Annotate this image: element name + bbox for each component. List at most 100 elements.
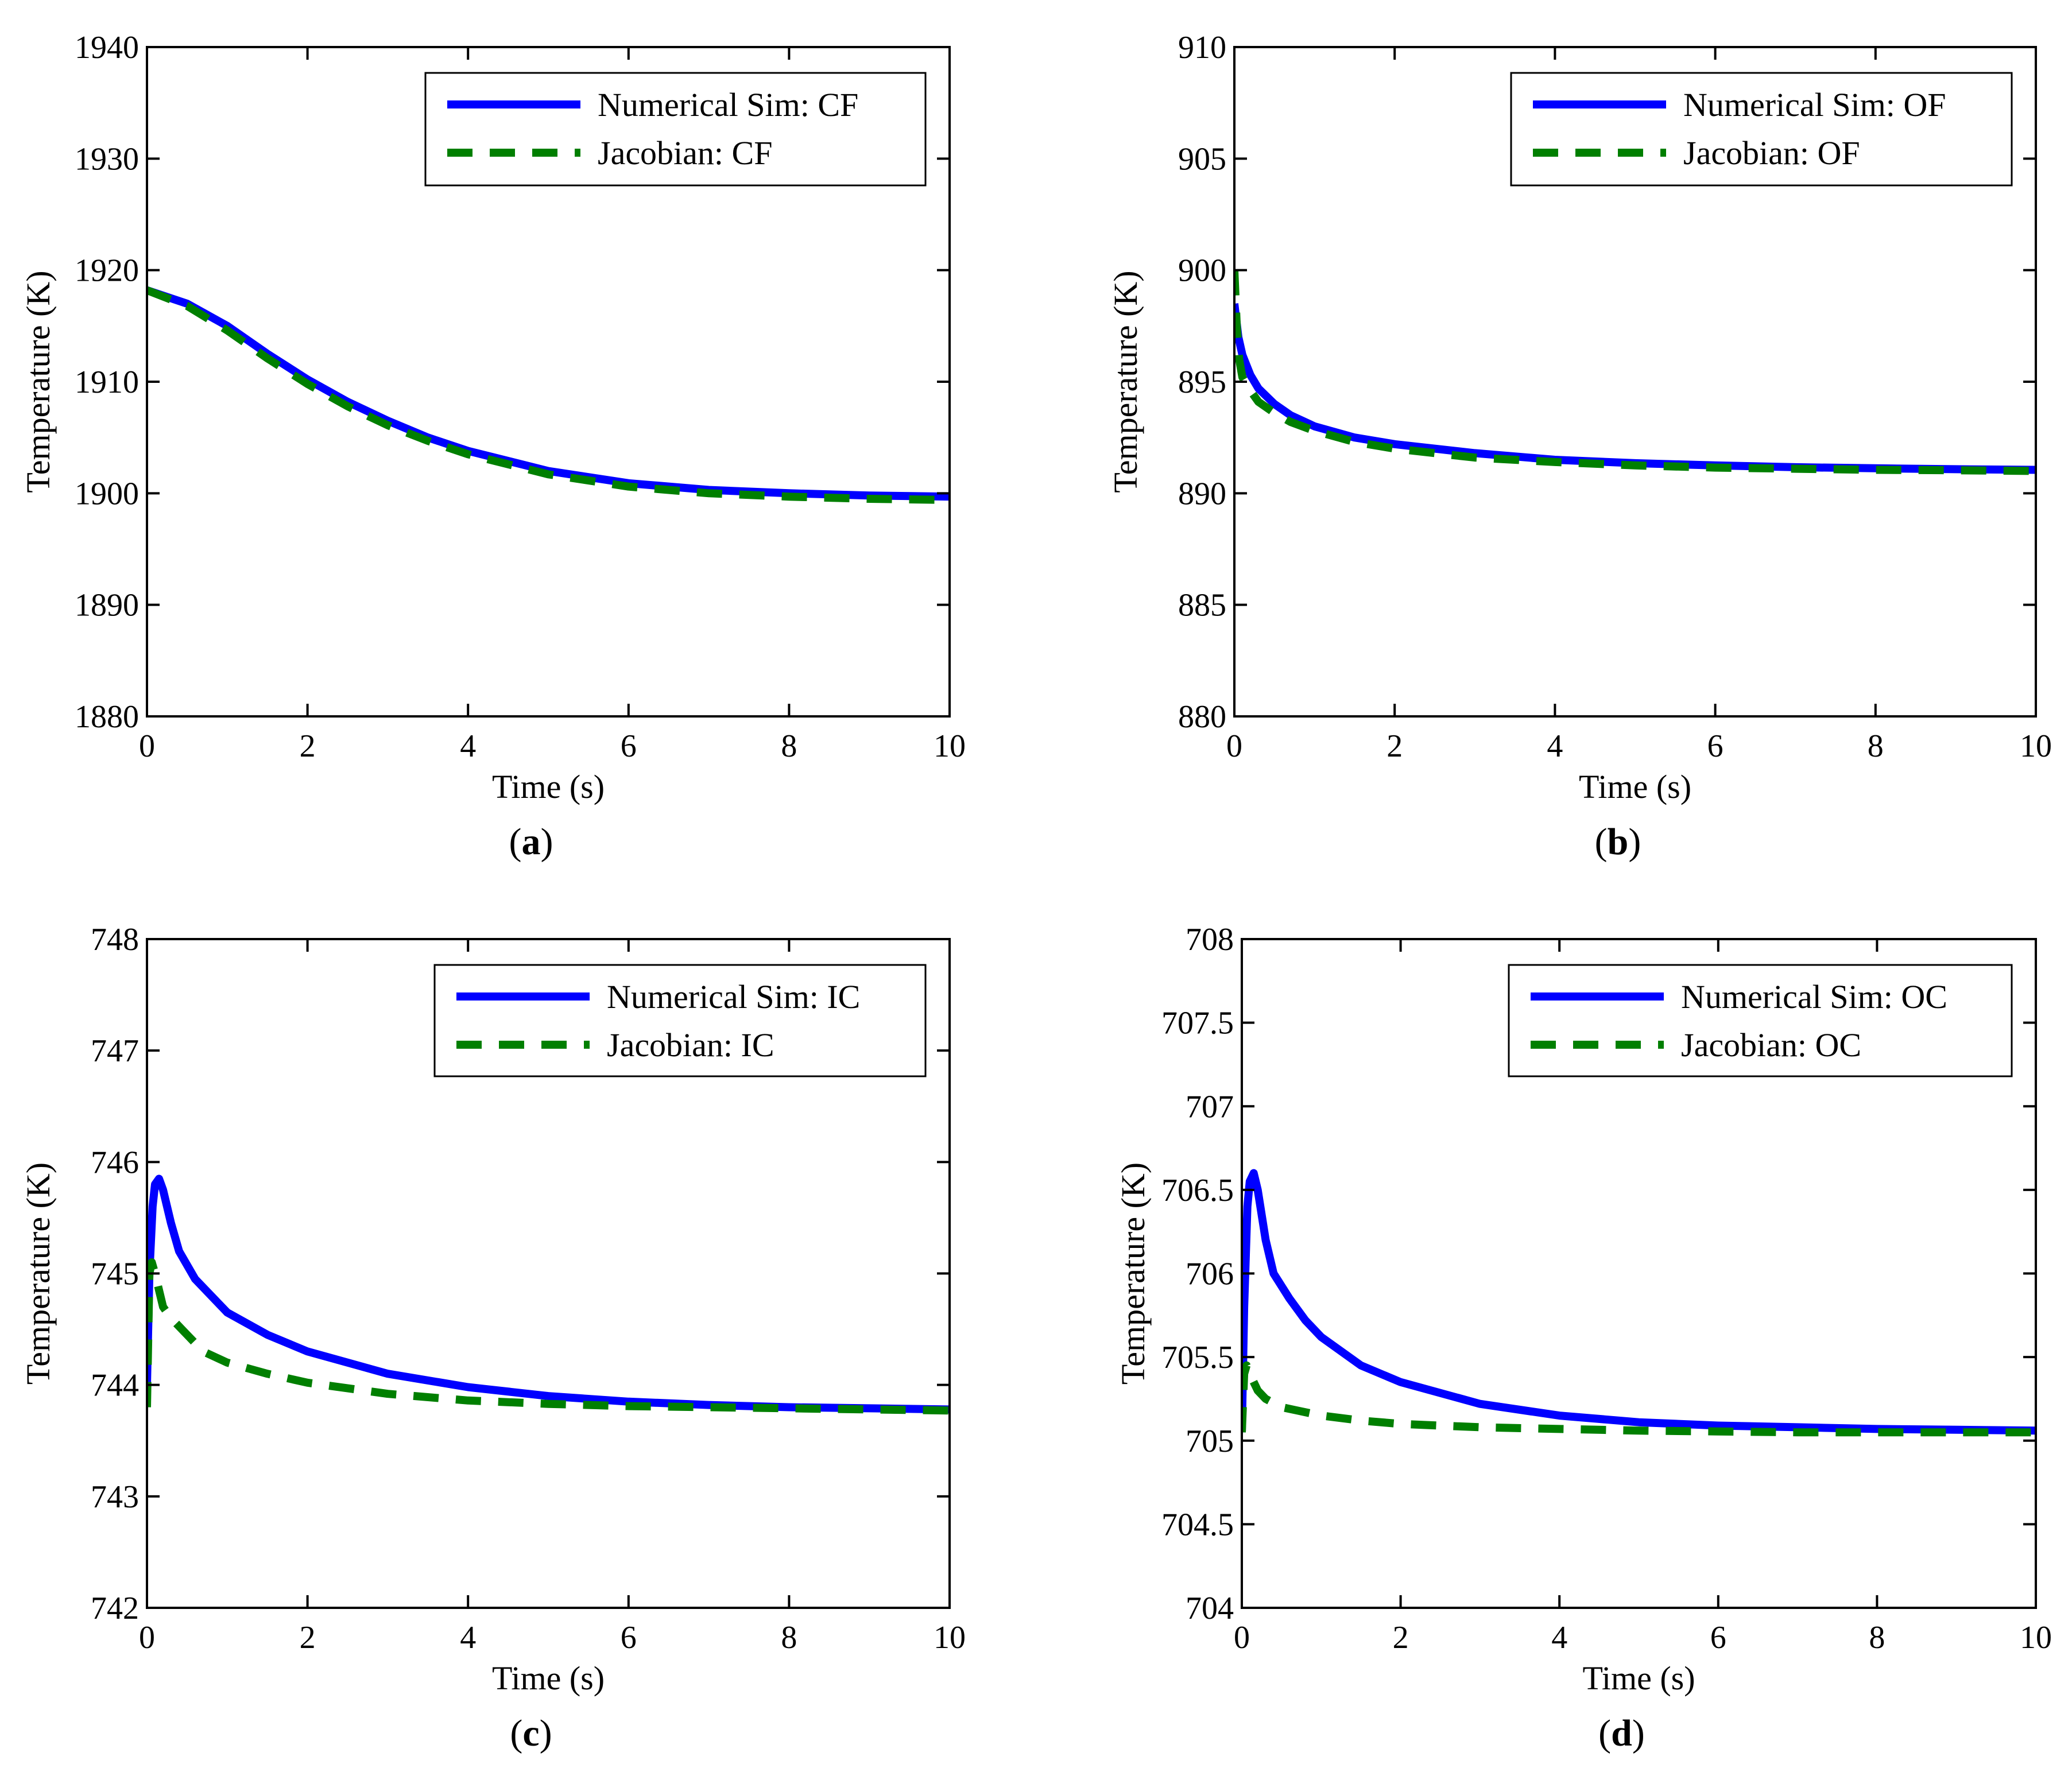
x-tick-label: 10: [2020, 728, 2052, 764]
x-tick-label: 8: [1868, 728, 1884, 764]
y-tick-label: 900: [1178, 253, 1226, 289]
plot-area: [147, 1174, 950, 1415]
legend-box: [424, 72, 927, 187]
legend: Numerical Sim: OC Jacobian: OC: [1508, 964, 2013, 1077]
series-line-jacobian: [147, 286, 950, 504]
series-line-jacobian: [147, 1258, 950, 1415]
series-line-numerical: [147, 286, 950, 501]
y-tick-label: 1910: [75, 365, 139, 400]
y-tick-label: 1940: [75, 30, 139, 65]
panel-caption-letter: c: [522, 1712, 539, 1754]
y-tick-label: 707.5: [1161, 1006, 1234, 1041]
x-tick-labels: 0 2 4 6 8 10: [139, 728, 966, 764]
plot-area: [147, 286, 950, 504]
panel-c: 0 2 4 6 8 10 742 743 744 745 746 747 748…: [20, 922, 966, 1754]
y-tick-label: 743: [91, 1479, 139, 1515]
y-tick-label: 910: [1178, 30, 1226, 65]
y-tick-label: 745: [91, 1257, 139, 1292]
panel-caption-letter: d: [1611, 1712, 1632, 1754]
x-tick-label: 2: [300, 1620, 316, 1655]
x-tick-label: 4: [460, 728, 476, 764]
y-tick-label: 708: [1186, 922, 1234, 957]
plot-area: [1234, 270, 2036, 475]
y-tick-label: 1900: [75, 476, 139, 511]
x-tick-label: 2: [300, 728, 316, 764]
y-tick-label: 704.5: [1161, 1507, 1234, 1542]
legend: Numerical Sim: OF Jacobian: OF: [1510, 72, 2013, 187]
y-axis-label: Temperature (K): [1114, 1162, 1152, 1385]
y-tick-labels: 880 885 890 895 900 905 910: [1178, 30, 1226, 735]
y-axis-label: Temperature (K): [20, 1162, 57, 1385]
x-tick-label: 8: [781, 728, 797, 764]
series-line-jacobian: [1242, 1361, 2036, 1437]
x-tick-label: 6: [621, 1620, 637, 1655]
y-tick-label: 1880: [75, 699, 139, 735]
legend-label-jacobian: Jacobian: OC: [1681, 1026, 1861, 1064]
y-tick-labels: 742 743 744 745 746 747 748: [91, 922, 139, 1626]
legend-box: [433, 964, 927, 1077]
x-tick-label: 4: [1547, 728, 1563, 764]
y-axis-label: Temperature (K): [20, 270, 57, 493]
legend-label-numerical: Numerical Sim: OF: [1683, 86, 1946, 123]
x-axis-label: Time (s): [1579, 768, 1691, 805]
x-tick-labels: 0 2 4 6 8 10: [1234, 1620, 2052, 1655]
y-tick-label: 905: [1178, 141, 1226, 177]
panel-b: 0 2 4 6 8 10 880 885 890 895 900 905 910…: [1107, 30, 2052, 863]
legend-label-numerical: Numerical Sim: IC: [607, 978, 860, 1015]
y-tick-label: 705: [1186, 1424, 1234, 1459]
x-tick-label: 8: [781, 1620, 797, 1655]
x-axis-label: Time (s): [492, 768, 605, 805]
y-tick-label: 704: [1186, 1591, 1234, 1626]
series-line-jacobian: [1234, 270, 2036, 475]
legend-label-jacobian: Jacobian: IC: [607, 1026, 774, 1064]
tick-marks: [1233, 46, 2037, 718]
x-tick-label: 8: [1869, 1620, 1885, 1655]
x-tick-label: 2: [1393, 1620, 1409, 1655]
x-tick-label: 0: [1226, 728, 1242, 764]
y-tick-labels: 704 704.5 705 705.5 706 706.5 707 707.5 …: [1161, 922, 1234, 1626]
legend-box: [1510, 72, 2013, 187]
x-axis-label: Time (s): [492, 1659, 605, 1697]
panel-d: 0 2 4 6 8 10 704 704.5 705 705.5 706 706…: [1114, 922, 2052, 1754]
x-tick-label: 0: [139, 728, 155, 764]
x-tick-labels: 0 2 4 6 8 10: [139, 1620, 966, 1655]
y-tick-label: 707: [1186, 1089, 1234, 1125]
panel-caption-letter: b: [1608, 821, 1629, 863]
panel-caption: (b): [1595, 821, 1641, 863]
panel-caption: (c): [510, 1712, 552, 1754]
legend-label-numerical: Numerical Sim: OC: [1681, 978, 1947, 1015]
y-tick-label: 1890: [75, 588, 139, 623]
x-tick-label: 10: [934, 728, 966, 764]
x-tick-label: 10: [934, 1620, 966, 1655]
panel-caption-letter: a: [522, 821, 541, 863]
x-tick-label: 4: [1551, 1620, 1567, 1655]
plot-area: [1242, 1169, 2036, 1437]
y-axis-label: Temperature (K): [1107, 270, 1144, 493]
legend-label-jacobian: Jacobian: OF: [1683, 134, 1860, 172]
tick-marks: [1241, 938, 2037, 1609]
x-tick-label: 4: [460, 1620, 476, 1655]
y-tick-label: 880: [1178, 699, 1226, 735]
x-axis-label: Time (s): [1582, 1659, 1695, 1697]
panel-caption: (d): [1598, 1712, 1645, 1754]
legend-label-numerical: Numerical Sim: CF: [598, 86, 858, 123]
tick-marks: [146, 938, 951, 1609]
x-tick-label: 6: [621, 728, 637, 764]
x-tick-label: 6: [1710, 1620, 1726, 1655]
tick-marks: [146, 46, 951, 718]
legend: Numerical Sim: CF Jacobian: CF: [424, 72, 927, 187]
series-line-numerical: [1234, 303, 2036, 474]
panel-caption: (a): [509, 821, 553, 863]
y-tick-label: 706.5: [1161, 1173, 1234, 1208]
x-tick-label: 0: [1234, 1620, 1250, 1655]
y-tick-label: 1920: [75, 253, 139, 289]
x-tick-label: 0: [139, 1620, 155, 1655]
panel-a: 0 2 4 6 8 10 1880 1890 1900 1910 1920 19…: [20, 30, 966, 863]
y-tick-label: 890: [1178, 476, 1226, 511]
y-tick-label: 742: [91, 1591, 139, 1626]
legend-label-jacobian: Jacobian: CF: [598, 134, 772, 172]
y-tick-label: 705.5: [1161, 1340, 1234, 1375]
y-tick-label: 748: [91, 922, 139, 957]
y-tick-label: 746: [91, 1145, 139, 1180]
